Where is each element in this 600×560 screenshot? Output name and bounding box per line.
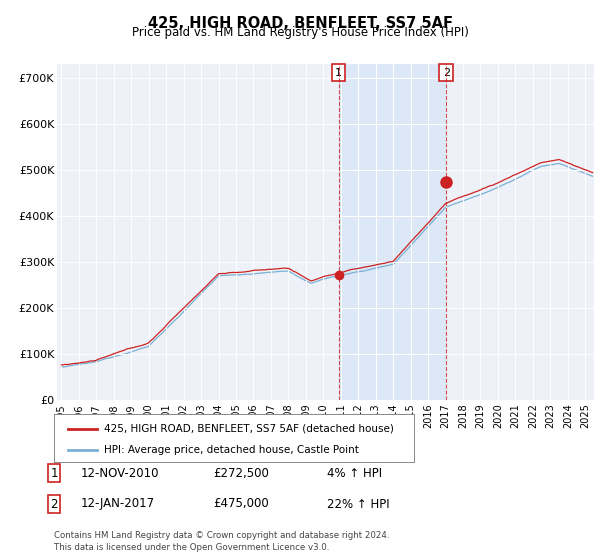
Text: 12-NOV-2010: 12-NOV-2010: [81, 466, 160, 480]
Text: 425, HIGH ROAD, BENFLEET, SS7 5AF: 425, HIGH ROAD, BENFLEET, SS7 5AF: [148, 16, 452, 31]
Text: 4% ↑ HPI: 4% ↑ HPI: [327, 466, 382, 480]
Text: 2: 2: [443, 68, 450, 78]
Text: Contains HM Land Registry data © Crown copyright and database right 2024.
This d: Contains HM Land Registry data © Crown c…: [54, 531, 389, 552]
Text: HPI: Average price, detached house, Castle Point: HPI: Average price, detached house, Cast…: [104, 445, 359, 455]
Text: 1: 1: [50, 466, 58, 480]
Text: £475,000: £475,000: [213, 497, 269, 511]
Bar: [338, 64, 446, 400]
Text: 1: 1: [335, 68, 342, 78]
Text: 22% ↑ HPI: 22% ↑ HPI: [327, 497, 389, 511]
Text: 2: 2: [50, 497, 58, 511]
Text: Price paid vs. HM Land Registry's House Price Index (HPI): Price paid vs. HM Land Registry's House …: [131, 26, 469, 39]
Text: 12-JAN-2017: 12-JAN-2017: [81, 497, 155, 511]
Text: £272,500: £272,500: [213, 466, 269, 480]
Text: 425, HIGH ROAD, BENFLEET, SS7 5AF (detached house): 425, HIGH ROAD, BENFLEET, SS7 5AF (detac…: [104, 424, 394, 433]
